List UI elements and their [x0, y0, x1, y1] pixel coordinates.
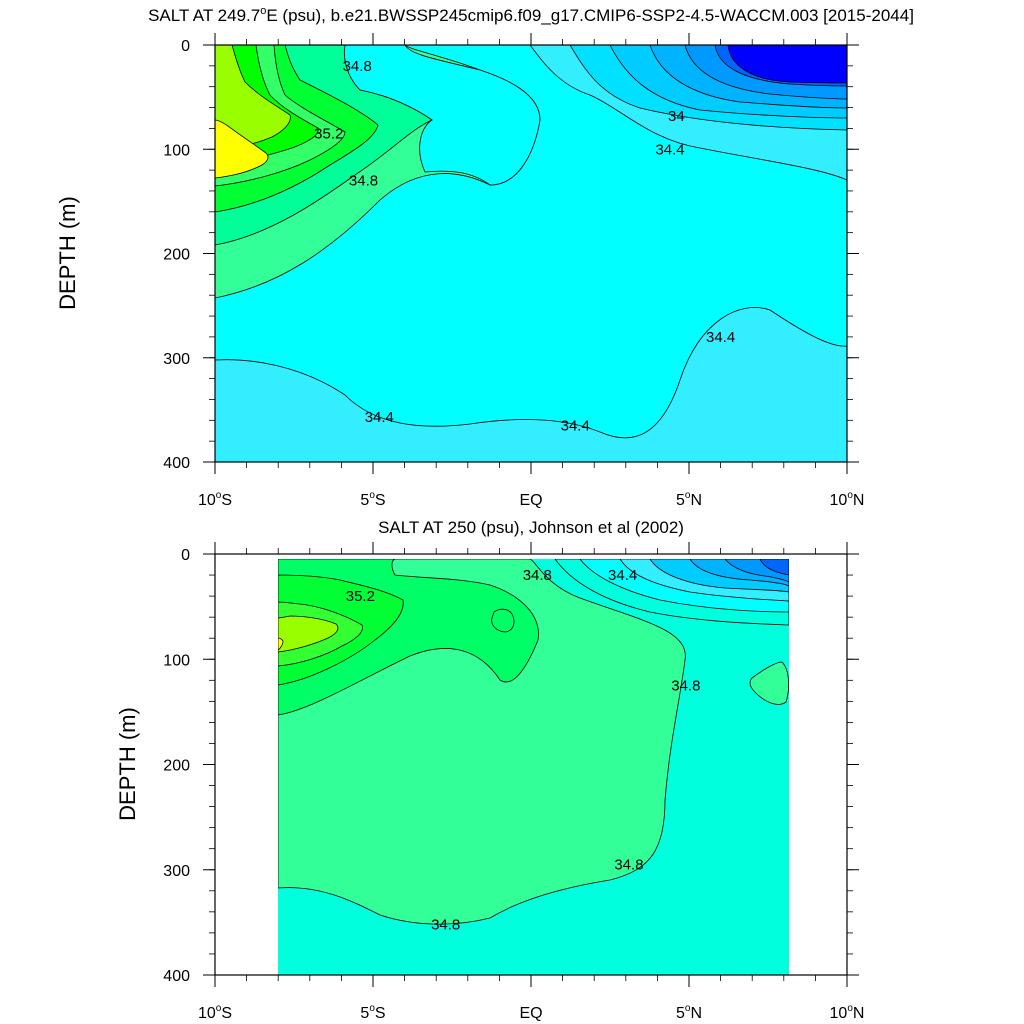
panel-1-ylabel: DEPTH (m) [55, 196, 80, 310]
contour-label: 34.4 [365, 409, 394, 426]
panel-1-contour-fill [215, 45, 847, 462]
x-tick-label: 10oS [198, 490, 232, 509]
y-tick-label: 0 [181, 38, 190, 55]
panel-2-ylabel: DEPTH (m) [115, 707, 140, 821]
y-tick-label: 300 [163, 351, 190, 368]
contour-label: 34 [668, 108, 685, 125]
contour-label: 34.8 [349, 173, 378, 190]
panel-2-contour-labels: 35.2 34.8 34.4 34.8 34.8 34.8 [346, 567, 701, 933]
contour-label: 34.8 [431, 916, 460, 933]
panel-2: SALT AT 250 (psu), Johnson et al (2002) [115, 518, 864, 1022]
fill-right-33-6 [759, 559, 789, 576]
y-tick-label: 200 [163, 758, 190, 775]
fill-left-35-8 [278, 637, 284, 651]
contour-label: 34.4 [706, 329, 735, 346]
fill-eddy-right [749, 661, 789, 705]
contour-label: 34.4 [608, 567, 637, 584]
y-tick-label: 100 [163, 652, 190, 669]
x-tick-label: 10oN [830, 490, 865, 509]
y-tick-label: 200 [163, 247, 190, 264]
x-tick-label: 5oS [360, 1003, 385, 1022]
x-tick-label: EQ [519, 492, 542, 509]
x-tick-label: 10oN [830, 1003, 865, 1022]
contour-label: 34.8 [671, 678, 700, 695]
fill-right-33-2 [727, 45, 847, 84]
contour-label: 34.4 [655, 141, 684, 158]
fill-lower-34-4 [215, 307, 847, 462]
y-tick-label: 300 [163, 863, 190, 880]
y-tick-label: 400 [163, 968, 190, 985]
fill-left-35-8 [215, 45, 291, 151]
y-tick-label: 100 [163, 142, 190, 159]
x-tick-label: 5oN [676, 1003, 702, 1022]
y-tick-label: 0 [181, 547, 190, 564]
panel-2-ticks: 0 100 200 300 400 10oS 5oS EQ 5oN 10oN [163, 542, 864, 1022]
x-tick-label: 5oS [360, 490, 385, 509]
panel-1-title: SALT AT 249.7oE (psu), b.e21.BWSSP245cmi… [148, 5, 914, 25]
fill-left-36-0 [215, 119, 269, 179]
contour-label: 35.2 [314, 126, 343, 143]
x-tick-label: EQ [519, 1005, 542, 1022]
panel-1: SALT AT 249.7oE (psu), b.e21.BWSSP245cmi… [55, 5, 914, 509]
panel-2-title: SALT AT 250 (psu), Johnson et al (2002) [378, 518, 684, 537]
panel-2-contour-fill [278, 559, 789, 975]
contour-label: 35.2 [346, 588, 375, 605]
contour-label: 34.4 [561, 418, 590, 435]
panel-1-ticks: 0 100 200 300 400 10oS 5oS EQ 5oN 10oN [163, 33, 864, 509]
contour-label: 34.8 [614, 856, 643, 873]
fill-eddy-eq [491, 608, 515, 633]
x-tick-label: 10oS [198, 1003, 232, 1022]
x-tick-label: 5oN [676, 490, 702, 509]
contour-label: 34.8 [523, 567, 552, 584]
y-tick-label: 400 [163, 455, 190, 472]
contour-label: 34.8 [343, 58, 372, 75]
panel-1-contour-labels: 34.8 35.2 34.8 34 34.4 34.4 34.4 34.4 [314, 58, 735, 435]
fill-left-35-6 [278, 615, 339, 653]
